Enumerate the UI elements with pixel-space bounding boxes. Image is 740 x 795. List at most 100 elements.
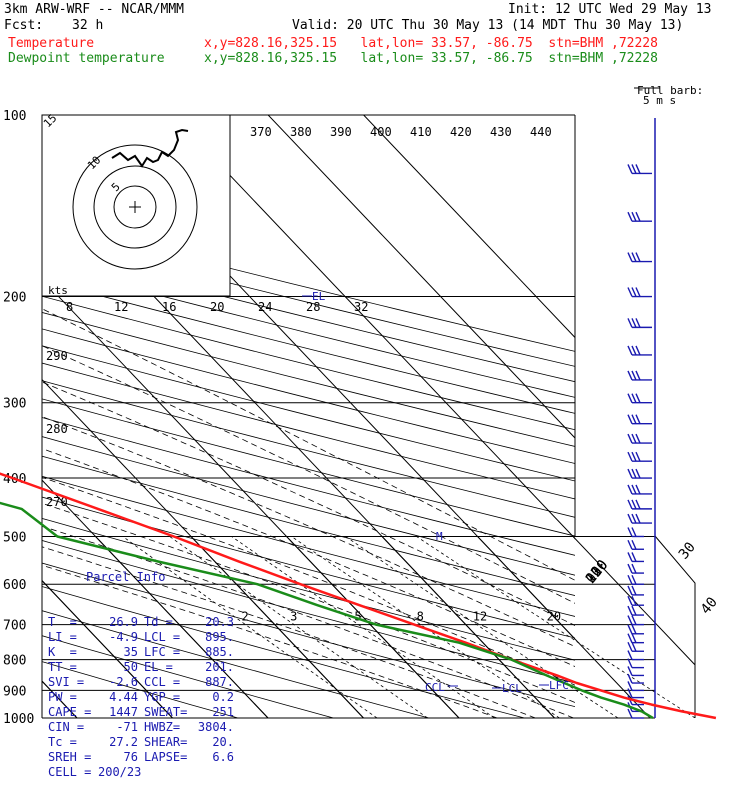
dry-adiabat (42, 610, 431, 718)
parcel-info-cell: 201. (205, 660, 234, 674)
wind-barb-flag (631, 164, 637, 174)
wind-barb-flag (627, 484, 633, 495)
mixing-ratio-line (291, 536, 560, 718)
wind-barb-flag (627, 673, 633, 684)
wind-barb-flag (631, 468, 637, 479)
parcel-info-row: CIN = -71 HWBZ= 3804. (48, 720, 234, 735)
moist-adiabat (42, 308, 575, 581)
parcel-info-row: T = 26.9 Td = 20.3 (48, 615, 234, 630)
parcel-info-cell: CELL = (48, 765, 92, 779)
pressure-label: 100 (3, 109, 26, 124)
wind-barbs (627, 164, 652, 719)
wind-barb-flag (627, 468, 633, 479)
theta-label: 390 (330, 125, 352, 139)
wind-barb-flag (631, 451, 637, 462)
wind-barb-flag (627, 252, 633, 262)
wind-barb-flag (627, 345, 633, 356)
skewt-chart: 15 10 5 kts 370 380 390 400 410 420 430 440 290 2… (0, 84, 721, 727)
dry-adiabat (42, 249, 575, 383)
isotherm (42, 536, 269, 718)
wind-barb-flag (631, 563, 637, 574)
parcel-info-cell: 26.9 (109, 615, 138, 629)
barb-key-line1: Full barb: (637, 84, 703, 97)
hodo-axis-label: 8 (66, 300, 73, 314)
parcel-info-row: LI = -4.9 LCL = 895. (48, 630, 234, 645)
mixing-ratio-label: 2 (241, 610, 248, 624)
wind-barb-flag (631, 595, 637, 606)
wind-barb-flag (627, 287, 633, 297)
wind-barb-flag (627, 666, 633, 676)
ccl-marker: CCL (425, 681, 445, 694)
wind-barb-flag (631, 433, 637, 444)
parcel-info-cell: 50 (123, 660, 138, 674)
wind-barb-flag (635, 164, 641, 174)
wind-barb-flag (627, 370, 633, 381)
wind-barb-flag (627, 633, 633, 643)
wind-barb-flag (627, 552, 633, 562)
lcl-marker: LCL (502, 682, 522, 695)
parcel-info-row: Tc = 27.2 SHEAR= 20. (48, 735, 234, 750)
parcel-info-cell: 200/23 (98, 765, 142, 779)
parcel-info-cell: -2.6 (109, 675, 138, 689)
temperature-location: x,y=828.16,325.15 lat,lon= 33.57, -86.75… (204, 36, 658, 51)
wind-barb-flag (631, 552, 637, 562)
wind-barb-flag (627, 513, 633, 524)
theta-label: 410 (410, 125, 432, 139)
parcel-info-row: PW = 4.44 YGP = 0.2 (48, 690, 234, 705)
hodo-axis-label: 32 (354, 300, 368, 314)
dry-adiabat (42, 280, 575, 414)
wind-barb-flag (635, 433, 641, 444)
hodo-units: kts (48, 284, 68, 297)
wind-barb-flag (627, 433, 633, 444)
wind-barb-flag (635, 499, 641, 510)
parcel-info-cell (138, 765, 194, 780)
wind-barb-flag (627, 688, 633, 698)
parcel-info-row: CAPE = 1447 SWEAT= 251 (48, 705, 234, 720)
mixing-ratio-label: 8 (417, 610, 424, 624)
wind-barb-flag (631, 345, 637, 356)
hodo-axis-label: 12 (114, 300, 128, 314)
wind-barb-flag (631, 211, 637, 222)
parcel-info-cell: 895. (205, 630, 234, 644)
parcel-info-cell: T = (48, 615, 77, 629)
dry-adiabat (42, 635, 335, 718)
parcel-info-cell: SREH = (48, 750, 92, 764)
parcel-info-cell: 251 (212, 705, 234, 719)
wind-barb-flag (631, 513, 637, 524)
isotherm (42, 536, 460, 718)
parcel-info-cell: SWEAT= (144, 705, 188, 719)
parcel-info-row: SVI = -2.6 CCL = 887. (48, 675, 234, 690)
parcel-info-cell: EL = (144, 660, 173, 674)
wind-barb-flag (635, 414, 641, 424)
dewpoint-legend: Dewpoint temperature (8, 51, 165, 66)
dry-adiabat (42, 496, 575, 639)
dry-adiabat (42, 540, 575, 684)
m-marker: M (436, 530, 443, 543)
parcel-info-cell: PW = (48, 690, 77, 704)
wind-barb-flag (627, 708, 633, 719)
parcel-info-title: Parcel Info (86, 570, 166, 584)
parcel-info-row: K = 35 LFC = 885. (48, 645, 234, 660)
wind-barb-flag (635, 468, 641, 479)
pressure-label: 200 (3, 291, 26, 306)
wind-barb-flag (635, 211, 641, 222)
mixing-ratio-line (231, 536, 495, 718)
theta-label: 370 (250, 125, 272, 139)
temperature-legend: Temperature (8, 36, 95, 51)
theta-label: 440 (530, 125, 552, 139)
lfc-marker: LFC (549, 679, 569, 692)
parcel-info-cell: LAPSE= (144, 750, 188, 764)
wind-barb-flag (627, 539, 633, 550)
fcst-value: 32 h (72, 18, 104, 33)
parcel-info-cell: CIN = (48, 720, 85, 734)
moist-adiabats (42, 308, 575, 718)
wind-barb-flag (631, 484, 637, 495)
parcel-info-cell: 20.3 (205, 615, 234, 629)
dry-adiabat (42, 328, 575, 464)
wind-barb-flag (627, 318, 633, 328)
isotherm-label: 30 (676, 539, 699, 562)
wind-barb-flag (627, 615, 633, 625)
wind-barb-flag (635, 393, 641, 403)
moist-adiabat (42, 476, 575, 686)
wind-barb-flag (627, 605, 633, 616)
